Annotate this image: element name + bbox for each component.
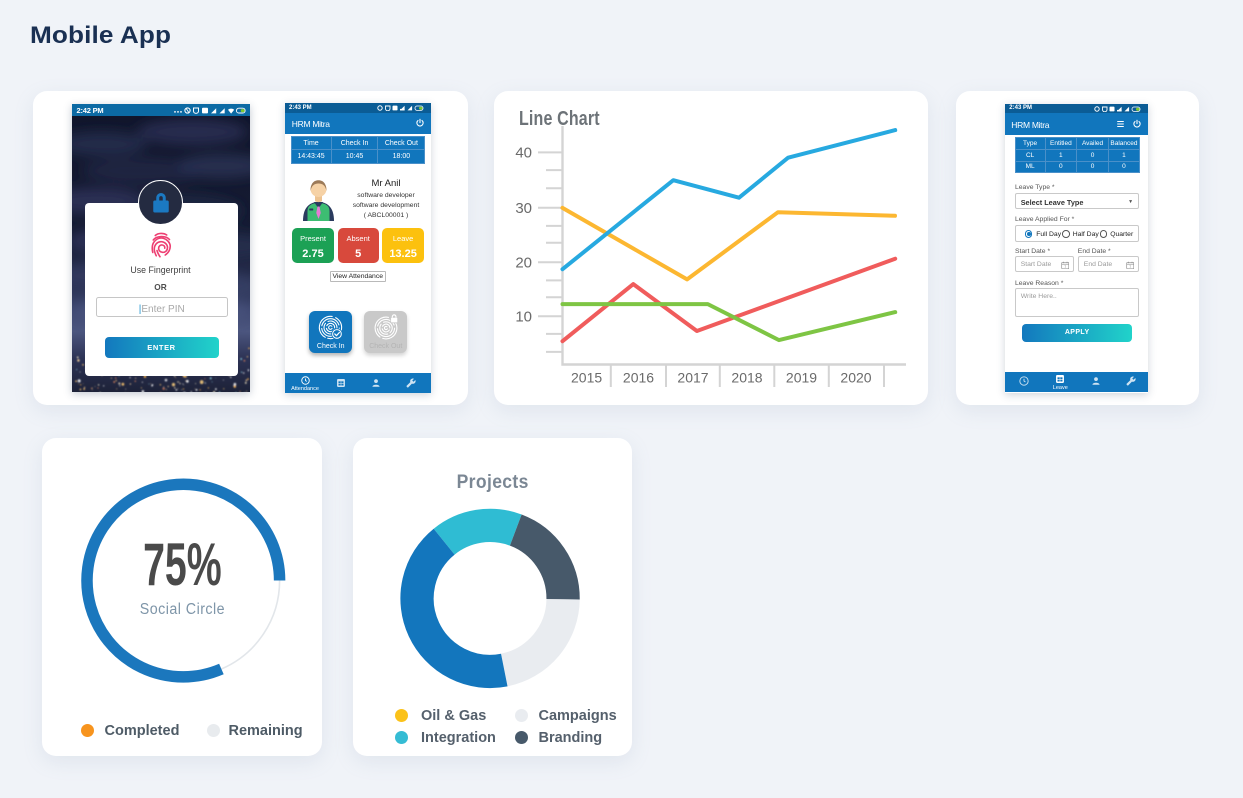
- svg-text:40: 40: [515, 144, 532, 161]
- svg-text:7: 7: [1129, 265, 1131, 269]
- svg-text:2020: 2020: [840, 369, 871, 385]
- svg-text:2019: 2019: [786, 369, 817, 385]
- svg-text:20: 20: [515, 254, 532, 271]
- svg-text:10: 10: [515, 308, 532, 325]
- svg-text:7: 7: [1064, 265, 1066, 269]
- svg-text:2015: 2015: [571, 369, 602, 385]
- svg-text:2017: 2017: [677, 369, 708, 385]
- svg-text:30: 30: [515, 200, 532, 217]
- svg-text:2018: 2018: [731, 369, 762, 385]
- svg-text:2016: 2016: [623, 369, 654, 385]
